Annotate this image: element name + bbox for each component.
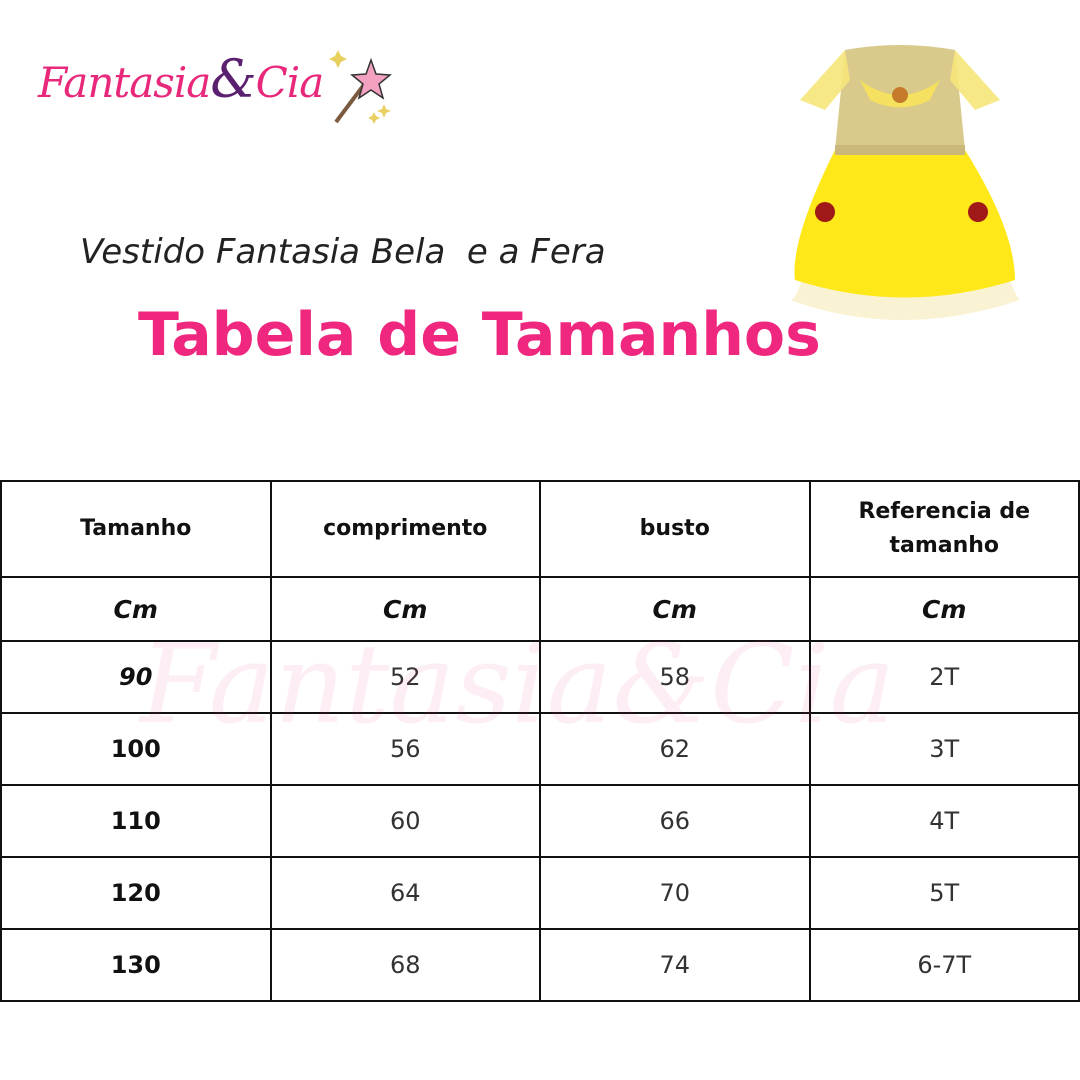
header-cell: Tamanho	[0, 480, 272, 578]
table-row: 100 56 62 3T	[0, 712, 1080, 786]
logo-word-2: Cia	[255, 58, 325, 107]
cell: 120	[0, 856, 272, 930]
table-row: 120 64 70 5T	[0, 856, 1080, 930]
cell: 74	[539, 928, 811, 1002]
table-units-row: Cm Cm Cm Cm	[0, 576, 1080, 642]
header-cell: comprimento	[269, 480, 541, 578]
cell: 56	[269, 712, 541, 786]
unit-cell: Cm	[269, 576, 541, 642]
cell: 130	[0, 928, 272, 1002]
logo-text: Fantasia&Cia	[38, 50, 325, 110]
cell: 62	[539, 712, 811, 786]
unit-cell: Cm	[0, 576, 272, 642]
product-subtitle: Vestido Fantasia Bela e a Fera	[80, 232, 606, 272]
cell: 58	[539, 640, 811, 714]
cell: 110	[0, 784, 272, 858]
cell: 6-7T	[808, 928, 1080, 1002]
cell: 68	[269, 928, 541, 1002]
cell: 5T	[808, 856, 1080, 930]
page-title: Tabela de Tamanhos	[138, 300, 821, 370]
logo-ampersand: &	[210, 50, 256, 110]
dress-image	[790, 45, 1020, 320]
size-table: Tamanho comprimento busto Referencia de …	[0, 480, 1080, 1002]
unit-cell: Cm	[539, 576, 811, 642]
cell: 100	[0, 712, 272, 786]
cell: 70	[539, 856, 811, 930]
table-row: 130 68 74 6-7T	[0, 928, 1080, 1002]
cell: 2T	[808, 640, 1080, 714]
cell: 52	[269, 640, 541, 714]
header-cell: Referencia de tamanho	[808, 480, 1080, 578]
cell: 64	[269, 856, 541, 930]
header-cell: busto	[539, 480, 811, 578]
unit-cell: Cm	[808, 576, 1080, 642]
cell: 90	[0, 640, 272, 714]
cell: 60	[269, 784, 541, 858]
magic-wand-icon	[329, 50, 392, 124]
logo-word-1: Fantasia	[38, 58, 211, 107]
cell: 66	[539, 784, 811, 858]
cell: 3T	[808, 712, 1080, 786]
cell: 4T	[808, 784, 1080, 858]
brand-logo: Fantasia&Cia	[38, 42, 392, 132]
table-row: 110 60 66 4T	[0, 784, 1080, 858]
table-header-row: Tamanho comprimento busto Referencia de …	[0, 480, 1080, 578]
table-row: 90 52 58 2T	[0, 640, 1080, 714]
